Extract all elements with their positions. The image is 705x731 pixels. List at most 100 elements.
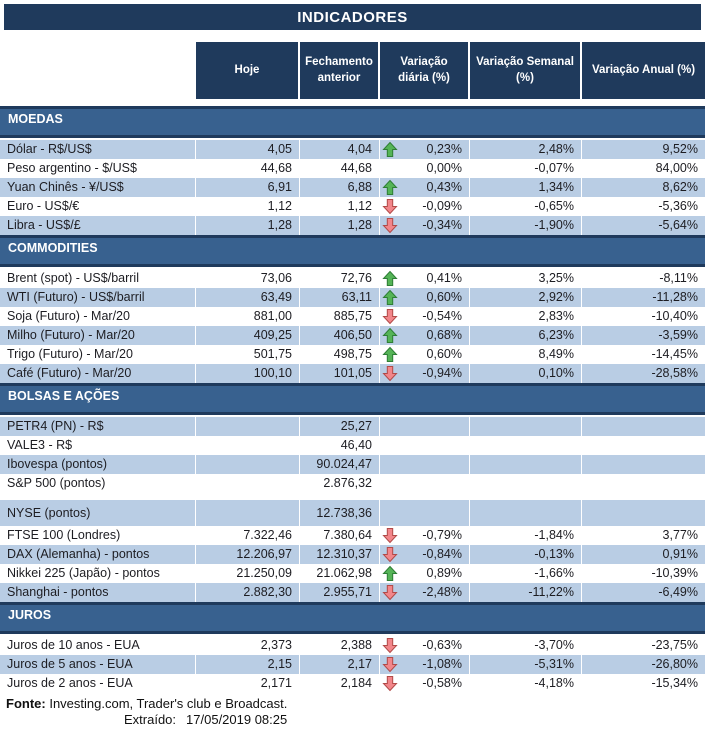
cell-variacao-semanal: -5,31% bbox=[470, 655, 582, 674]
cell-hoje: 2,373 bbox=[196, 636, 300, 655]
cell-variacao-anual: -5,36% bbox=[582, 197, 705, 216]
cell-fechamento-anterior: 12.738,36 bbox=[300, 500, 380, 526]
row-label: Juros de 2 anos - EUA bbox=[0, 674, 196, 693]
cell-variacao-anual bbox=[582, 500, 705, 526]
table-row: Dólar - R$/US$ 4,05 4,04 0,23% 2,48% 9,52% bbox=[0, 140, 705, 159]
cell-variacao-semanal: -1,90% bbox=[470, 216, 582, 235]
cell-variacao-diaria: -0,79% bbox=[380, 526, 470, 545]
cell-variacao-semanal bbox=[470, 436, 582, 455]
cell-fechamento-anterior: 25,27 bbox=[300, 417, 380, 436]
cell-variacao-anual: -10,39% bbox=[582, 564, 705, 583]
cell-variacao-semanal: -4,18% bbox=[470, 674, 582, 693]
cell-hoje: 21.250,09 bbox=[196, 564, 300, 583]
cell-fechamento-anterior: 101,05 bbox=[300, 364, 380, 383]
footer-extracted-timestamp: 17/05/2019 08:25 bbox=[186, 712, 288, 727]
arrow-down-icon bbox=[382, 584, 398, 601]
row-label: Juros de 10 anos - EUA bbox=[0, 636, 196, 655]
cell-hoje: 73,06 bbox=[196, 269, 300, 288]
cell-fechamento-anterior: 12.310,37 bbox=[300, 545, 380, 564]
cell-variacao-semanal: 2,48% bbox=[470, 140, 582, 159]
cell-hoje: 44,68 bbox=[196, 159, 300, 178]
cell-fechamento-anterior: 46,40 bbox=[300, 436, 380, 455]
cell-variacao-diaria: 0,23% bbox=[380, 140, 470, 159]
cell-hoje bbox=[196, 417, 300, 436]
cell-variacao-diaria: 0,89% bbox=[380, 564, 470, 583]
arrow-up-icon bbox=[382, 270, 398, 287]
cell-fechamento-anterior: 21.062,98 bbox=[300, 564, 380, 583]
cell-fechamento-anterior: 4,04 bbox=[300, 140, 380, 159]
table-row: WTI (Futuro) - US$/barril 63,49 63,11 0,60%… bbox=[0, 288, 705, 307]
variacao-diaria-value: 0,60% bbox=[426, 290, 462, 304]
cell-variacao-anual: -26,80% bbox=[582, 655, 705, 674]
table-row: Euro - US$/€ 1,12 1,12 -0,09% -0,65% -5,36% bbox=[0, 197, 705, 216]
cell-hoje bbox=[196, 455, 300, 474]
table-row: FTSE 100 (Londres) 7.322,46 7.380,64 -0,79%… bbox=[0, 526, 705, 545]
arrow-down-icon bbox=[382, 527, 398, 544]
variacao-diaria-value: 0,43% bbox=[426, 180, 462, 194]
table-body: MOEDAS Dólar - R$/US$ 4,05 4,04 0,23% 2,48% 9,… bbox=[0, 106, 705, 693]
page-title-text: INDICADORES bbox=[297, 8, 408, 26]
cell-variacao-diaria bbox=[380, 417, 470, 436]
cell-hoje: 1,12 bbox=[196, 197, 300, 216]
cell-variacao-semanal bbox=[470, 455, 582, 474]
table-column-headers: Hoje Fechamento anterior Variação diária… bbox=[0, 42, 705, 99]
cell-variacao-anual: 9,52% bbox=[582, 140, 705, 159]
cell-variacao-semanal: 3,25% bbox=[470, 269, 582, 288]
cell-variacao-anual bbox=[582, 474, 705, 493]
section-header-commodities: COMMODITIES bbox=[0, 235, 705, 267]
footer-source-line: Fonte: Investing.com, Trader's club e Br… bbox=[6, 696, 705, 711]
cell-variacao-semanal: 0,10% bbox=[470, 364, 582, 383]
section-header-juros: JUROS bbox=[0, 602, 705, 634]
cell-variacao-semanal bbox=[470, 417, 582, 436]
cell-hoje: 1,28 bbox=[196, 216, 300, 235]
column-header-fechamento: Fechamento anterior bbox=[300, 42, 380, 99]
section-rows: PETR4 (PN) - R$ 25,27 VALE3 - R$ 46,40 Ibove… bbox=[0, 417, 705, 602]
arrow-up-icon bbox=[382, 179, 398, 196]
cell-variacao-semanal: 8,49% bbox=[470, 345, 582, 364]
cell-variacao-anual: -14,45% bbox=[582, 345, 705, 364]
column-header-variacao-diaria: Variação diária (%) bbox=[380, 42, 470, 99]
arrow-up-icon bbox=[382, 141, 398, 158]
table-row: Shanghai - pontos 2.882,30 2.955,71 -2,48% -… bbox=[0, 583, 705, 602]
variacao-diaria-value: 0,00% bbox=[426, 161, 462, 175]
table-row: Milho (Futuro) - Mar/20 409,25 406,50 0,68%… bbox=[0, 326, 705, 345]
cell-variacao-diaria: -2,48% bbox=[380, 583, 470, 602]
column-header-variacao-anual: Variação Anual (%) bbox=[582, 42, 705, 99]
arrow-down-icon bbox=[382, 656, 398, 673]
cell-variacao-diaria: 0,68% bbox=[380, 326, 470, 345]
table-row: Libra - US$/£ 1,28 1,28 -0,34% -1,90% -5,64% bbox=[0, 216, 705, 235]
cell-hoje: 4,05 bbox=[196, 140, 300, 159]
arrow-down-icon bbox=[382, 546, 398, 563]
column-header-hoje: Hoje bbox=[196, 42, 300, 99]
cell-variacao-anual: -11,28% bbox=[582, 288, 705, 307]
table-row: Nikkei 225 (Japão) - pontos 21.250,09 21.0… bbox=[0, 564, 705, 583]
cell-variacao-diaria: 0,41% bbox=[380, 269, 470, 288]
cell-hoje bbox=[196, 474, 300, 493]
cell-variacao-diaria bbox=[380, 474, 470, 493]
table-row: Café (Futuro) - Mar/20 100,10 101,05 -0,94%… bbox=[0, 364, 705, 383]
table-row: Yuan Chinês - ¥/US$ 6,91 6,88 0,43% 1,34% 8,6… bbox=[0, 178, 705, 197]
arrow-down-icon bbox=[382, 217, 398, 234]
table-row: Brent (spot) - US$/barril 73,06 72,76 0,41%… bbox=[0, 269, 705, 288]
row-label: VALE3 - R$ bbox=[0, 436, 196, 455]
cell-variacao-semanal: -1,66% bbox=[470, 564, 582, 583]
section-header-bolsas-e-a-es: BOLSAS E AÇÕES bbox=[0, 383, 705, 415]
table-row: PETR4 (PN) - R$ 25,27 bbox=[0, 417, 705, 436]
cell-variacao-anual: -8,11% bbox=[582, 269, 705, 288]
page-title: INDICADORES bbox=[4, 4, 701, 30]
cell-hoje bbox=[196, 500, 300, 526]
arrow-down-icon bbox=[382, 308, 398, 325]
cell-variacao-diaria: 0,60% bbox=[380, 288, 470, 307]
cell-variacao-diaria: -0,34% bbox=[380, 216, 470, 235]
cell-variacao-anual: 8,62% bbox=[582, 178, 705, 197]
cell-hoje: 501,75 bbox=[196, 345, 300, 364]
table-row: VALE3 - R$ 46,40 bbox=[0, 436, 705, 455]
cell-variacao-anual: 3,77% bbox=[582, 526, 705, 545]
variacao-diaria-value: -0,54% bbox=[422, 309, 462, 323]
cell-variacao-anual: -23,75% bbox=[582, 636, 705, 655]
cell-fechamento-anterior: 1,12 bbox=[300, 197, 380, 216]
cell-variacao-anual bbox=[582, 455, 705, 474]
arrow-down-icon bbox=[382, 675, 398, 692]
variacao-diaria-value: -0,79% bbox=[422, 528, 462, 542]
cell-variacao-diaria: -0,94% bbox=[380, 364, 470, 383]
